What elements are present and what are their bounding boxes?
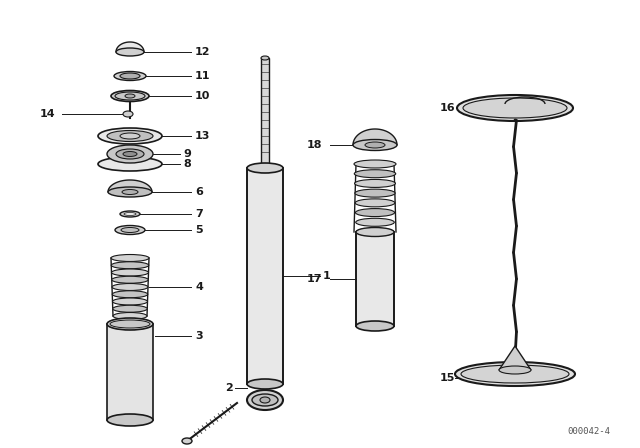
Text: 11: 11	[195, 71, 211, 81]
Ellipse shape	[107, 130, 153, 142]
Text: 4: 4	[195, 282, 203, 292]
Ellipse shape	[125, 94, 135, 98]
Ellipse shape	[113, 305, 147, 312]
Ellipse shape	[353, 139, 397, 151]
Ellipse shape	[261, 56, 269, 60]
Text: 18: 18	[307, 140, 323, 150]
Ellipse shape	[111, 254, 149, 262]
Text: 9: 9	[183, 149, 191, 159]
Ellipse shape	[116, 48, 144, 56]
Text: 16: 16	[440, 103, 456, 113]
Ellipse shape	[356, 228, 394, 236]
Ellipse shape	[112, 276, 148, 283]
Text: 10: 10	[195, 91, 211, 101]
Polygon shape	[107, 324, 153, 420]
Ellipse shape	[247, 379, 283, 389]
Polygon shape	[247, 168, 283, 384]
Polygon shape	[353, 129, 397, 145]
Ellipse shape	[98, 128, 162, 144]
Text: 15: 15	[440, 373, 456, 383]
Text: 14: 14	[40, 109, 56, 119]
Ellipse shape	[113, 313, 147, 319]
Ellipse shape	[110, 320, 150, 328]
Ellipse shape	[457, 95, 573, 121]
Ellipse shape	[355, 180, 396, 187]
Ellipse shape	[108, 187, 152, 197]
Polygon shape	[499, 346, 531, 370]
Ellipse shape	[120, 133, 140, 139]
Ellipse shape	[111, 90, 149, 102]
Ellipse shape	[123, 151, 137, 156]
Text: 8: 8	[183, 159, 191, 169]
Ellipse shape	[120, 73, 140, 79]
Ellipse shape	[123, 111, 133, 117]
Ellipse shape	[120, 211, 140, 217]
Ellipse shape	[121, 228, 139, 233]
Ellipse shape	[115, 92, 145, 100]
Text: 5: 5	[195, 225, 203, 235]
Ellipse shape	[252, 394, 278, 406]
Ellipse shape	[124, 212, 136, 215]
Ellipse shape	[355, 189, 395, 197]
Ellipse shape	[182, 438, 192, 444]
Ellipse shape	[112, 284, 148, 290]
Polygon shape	[108, 180, 152, 192]
Ellipse shape	[247, 390, 283, 410]
Ellipse shape	[354, 160, 396, 168]
Ellipse shape	[355, 209, 395, 216]
Polygon shape	[261, 58, 269, 168]
Ellipse shape	[463, 98, 567, 118]
Text: 3: 3	[195, 331, 203, 341]
Text: 13: 13	[195, 131, 211, 141]
Ellipse shape	[115, 225, 145, 234]
Text: 6: 6	[195, 187, 203, 197]
Text: 7: 7	[195, 209, 203, 219]
Polygon shape	[356, 232, 394, 326]
Ellipse shape	[113, 298, 147, 305]
Ellipse shape	[455, 362, 575, 386]
Ellipse shape	[122, 190, 138, 194]
Ellipse shape	[356, 321, 394, 331]
Ellipse shape	[365, 142, 385, 148]
Text: 17: 17	[307, 274, 323, 284]
Ellipse shape	[499, 366, 531, 374]
Ellipse shape	[98, 157, 162, 171]
Polygon shape	[116, 42, 144, 52]
Ellipse shape	[107, 145, 153, 163]
Text: 2: 2	[225, 383, 233, 393]
Ellipse shape	[111, 262, 148, 269]
Ellipse shape	[461, 365, 569, 383]
Ellipse shape	[111, 269, 148, 276]
Ellipse shape	[107, 318, 153, 330]
Ellipse shape	[356, 218, 394, 226]
Ellipse shape	[116, 149, 144, 159]
Text: 1: 1	[323, 271, 331, 281]
Ellipse shape	[355, 170, 396, 178]
Ellipse shape	[107, 414, 153, 426]
Text: 000042-4: 000042-4	[567, 427, 610, 436]
Ellipse shape	[114, 72, 146, 81]
Text: 12: 12	[195, 47, 211, 57]
Ellipse shape	[356, 228, 394, 237]
Ellipse shape	[112, 291, 148, 298]
Ellipse shape	[355, 199, 395, 207]
Ellipse shape	[260, 397, 270, 403]
Ellipse shape	[247, 163, 283, 173]
